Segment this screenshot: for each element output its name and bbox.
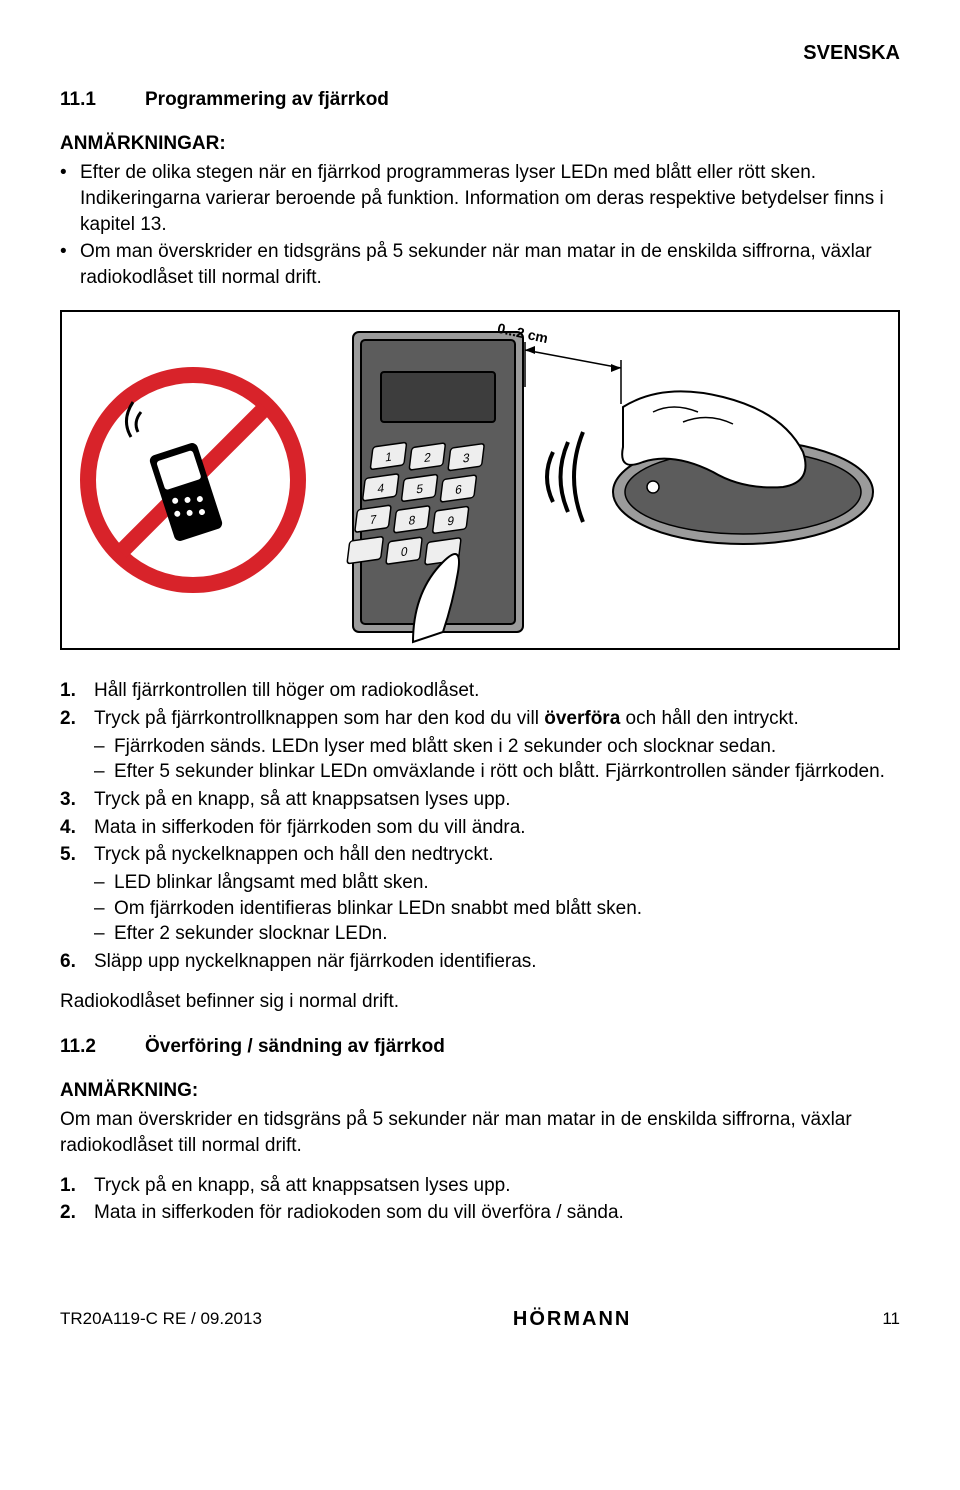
section-title: Överföring / sändning av fjärrkod (145, 1034, 445, 1060)
note-item: Om man överskrider en tidsgräns på 5 sek… (60, 239, 900, 290)
substep-item: Efter 2 sekunder slocknar LEDn. (94, 921, 900, 947)
step-item: Tryck på fjärrkontrollknappen som har de… (60, 706, 900, 785)
figure-svg: 1 2 3 4 5 6 7 8 9 0 (63, 312, 897, 648)
step-item: Tryck på en knapp, så att knappsatsen ly… (60, 787, 900, 813)
section-11-1-heading: 11.1 Programmering av fjärrkod (60, 87, 900, 113)
substep-item: Fjärrkoden sänds. LEDn lyser med blått s… (94, 734, 900, 760)
note-label: ANMÄRKNING: (60, 1078, 900, 1104)
note-text: Om man överskrider en tidsgräns på 5 sek… (60, 1107, 900, 1158)
notes-list: Efter de olika stegen när en fjärrkod pr… (60, 160, 900, 290)
section-title: Programmering av fjärrkod (145, 87, 389, 113)
step-item: Tryck på en knapp, så att knappsatsen ly… (60, 1173, 900, 1199)
substep-list: Fjärrkoden sänds. LEDn lyser med blått s… (94, 734, 900, 785)
section-11-2-heading: 11.2 Överföring / sändning av fjärrkod (60, 1034, 900, 1060)
substep-item: Efter 5 sekunder blinkar LEDn omväxlande… (94, 759, 900, 785)
step-item: Tryck på nyckelknappen och håll den nedt… (60, 842, 900, 947)
language-label: SVENSKA (60, 40, 900, 67)
substep-list: LED blinkar långsamt med blått sken. Om … (94, 870, 900, 947)
step-item: Håll fjärrkontrollen till höger om radio… (60, 678, 900, 704)
step-item: Mata in sifferkoden för radiokoden som d… (60, 1200, 900, 1226)
brand-logo: HÖRMANN (513, 1306, 631, 1333)
instruction-figure: 1 2 3 4 5 6 7 8 9 0 0...2 cm (60, 310, 900, 650)
steps-list-11-2: Tryck på en knapp, så att knappsatsen ly… (60, 1173, 900, 1226)
notes-label: ANMÄRKNINGAR: (60, 131, 900, 157)
status-line: Radiokodlåset befinner sig i normal drif… (60, 989, 900, 1015)
step-text: och håll den intryckt. (620, 708, 798, 729)
step-text: Tryck på nyckelknappen och håll den nedt… (94, 844, 494, 865)
step-bold: överföra (544, 708, 620, 729)
step-text: Tryck på fjärrkontrollknappen som har de… (94, 708, 544, 729)
substep-item: Om fjärrkoden identifieras blinkar LEDn … (94, 896, 900, 922)
section-number: 11.1 (60, 87, 115, 113)
step-item: Mata in sifferkoden för fjärrkoden som d… (60, 815, 900, 841)
substep-item: LED blinkar långsamt med blått sken. (94, 870, 900, 896)
page-footer: TR20A119-C RE / 09.2013 HÖRMANN 11 (60, 1306, 900, 1333)
section-number: 11.2 (60, 1034, 115, 1060)
steps-list-11-1: Håll fjärrkontrollen till höger om radio… (60, 678, 900, 974)
note-item: Efter de olika stegen när en fjärrkod pr… (60, 160, 900, 237)
doc-id: TR20A119-C RE / 09.2013 (60, 1308, 262, 1331)
step-item: Släpp upp nyckelknappen när fjärrkoden i… (60, 949, 900, 975)
page-number: 11 (882, 1308, 900, 1331)
note-block: ANMÄRKNING: Om man överskrider en tidsgr… (60, 1078, 900, 1159)
